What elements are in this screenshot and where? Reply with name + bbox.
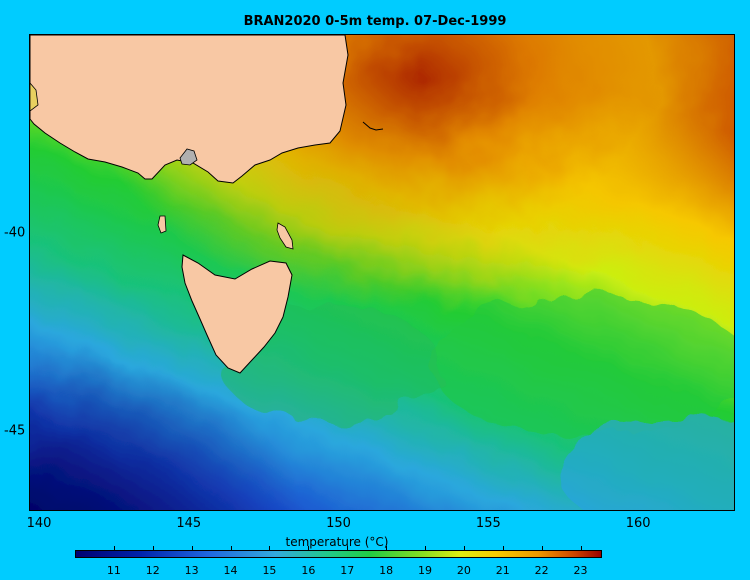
colorbar-tick-mark <box>425 546 426 551</box>
y-tick-label: -45 <box>4 423 26 439</box>
colorbar-tick-label: 23 <box>573 564 588 577</box>
tasmania <box>181 254 293 374</box>
colorbar-tick-label: 21 <box>495 564 510 577</box>
colorbar-tick-mark <box>113 546 115 551</box>
flinders-island <box>276 222 294 250</box>
colorbar-tick-label: 15 <box>262 564 277 577</box>
lake-icon <box>179 148 198 166</box>
x-tick-label: 140 <box>26 516 52 531</box>
colorbar-tick-mark <box>541 546 543 551</box>
colorbar-tick-label: 13 <box>184 564 199 577</box>
x-tick-label: 155 <box>475 516 501 531</box>
lake-icon-yellow <box>30 82 39 112</box>
colorbar-tick-mark <box>463 546 465 551</box>
colorbar-tick-label: 16 <box>301 564 316 577</box>
colorbar-tick-mark <box>152 546 154 551</box>
colorbar-tick-mark <box>230 546 232 551</box>
x-tick-label: 145 <box>176 516 202 531</box>
colorbar-tick-mark <box>386 546 388 551</box>
king-island <box>157 215 167 234</box>
colorbar-tick-mark <box>308 546 310 551</box>
colorbar-tick-label: 20 <box>456 564 471 577</box>
colorbar-tick-label: 19 <box>418 564 432 577</box>
map-title: BRAN2020 0-5m temp. 07-Dec-1999 <box>243 14 507 29</box>
x-tick-label: 160 <box>625 516 651 531</box>
temperature-colorbar <box>75 550 602 558</box>
colorbar-label: temperature (°C) <box>285 535 389 549</box>
sea-surface-temperature-field <box>30 35 734 510</box>
colorbar-tick-mark <box>191 546 193 551</box>
colorbar-tick-label: 12 <box>145 564 160 577</box>
colorbar-tick-label: 22 <box>534 564 549 577</box>
colorbar-tick-mark <box>580 546 582 551</box>
colorbar-tick-mark <box>347 546 349 551</box>
colorbar-tick-label: 17 <box>340 564 355 577</box>
shoreline-feature <box>362 121 384 131</box>
colorbar-tick-mark <box>269 546 271 551</box>
sst-map <box>29 34 735 511</box>
colorbar-tick-label: 14 <box>223 564 238 577</box>
colorbar-tick-mark <box>502 546 504 551</box>
y-tick-label: -40 <box>4 225 26 241</box>
colorbar-tick-label: 11 <box>106 564 121 577</box>
colorbar-tick-label: 18 <box>379 564 394 577</box>
x-tick-label: 150 <box>326 516 351 531</box>
mainland-australia <box>30 35 349 184</box>
